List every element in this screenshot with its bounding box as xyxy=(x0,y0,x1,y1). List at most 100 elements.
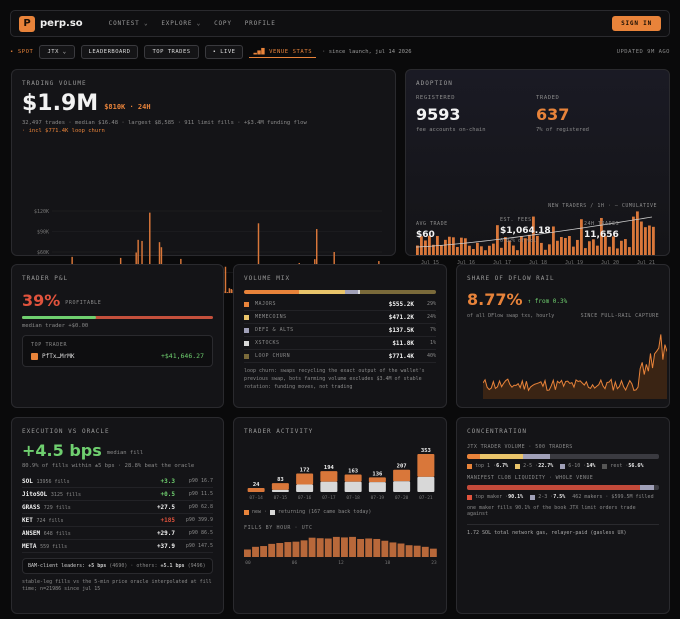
legend-item: 2-5 · 22.7% xyxy=(515,463,557,469)
new-traders-bar xyxy=(393,469,411,482)
legend-label: 6-10 · xyxy=(568,463,587,469)
nav-profile[interactable]: PROFILE xyxy=(244,20,276,27)
new-traders-bar xyxy=(648,225,651,255)
hour-bar xyxy=(300,540,308,557)
new-traders-bar xyxy=(460,237,463,255)
new-traders-bar xyxy=(468,245,471,255)
profitable-bar xyxy=(22,316,213,319)
mix-name: DEFI & ALTS xyxy=(255,327,294,333)
trader-activity-card: TRADER ACTIVITY 24 07-14 83 07-15 172 07-16 19… xyxy=(233,417,447,614)
mix-value: $471.2K xyxy=(388,313,414,321)
oracle-symbol-cell: SOL 13956 fills xyxy=(22,478,70,485)
x-tick-label: Jul 18 xyxy=(529,260,547,266)
new-traders-bar xyxy=(548,244,551,255)
new-traders-bar xyxy=(608,246,611,255)
nav-copy[interactable]: COPY xyxy=(214,20,232,27)
top-trader-box[interactable]: TOP TRADER PfTx…MrMK +$41,646.27 xyxy=(22,335,213,367)
new-traders-bar xyxy=(271,483,289,490)
dflow-line xyxy=(483,334,667,392)
main-nav: CONTEST ⌄ EXPLORE ⌄ COPY PROFILE xyxy=(109,20,276,27)
new-traders-bar xyxy=(632,216,635,255)
new-traders-bar xyxy=(488,245,491,255)
leaders-count: (4690) · others: xyxy=(106,563,161,569)
oracle-table: SOL 13956 fills +3.3 p90 16.7 JitoSOL 3125 … xyxy=(22,475,213,553)
hour-bar xyxy=(429,548,437,557)
dflow-delta: ↑ from 0.3% xyxy=(527,298,568,305)
sign-in-button[interactable]: SIGN IN xyxy=(612,16,661,31)
liq-note: one maker fills 90.1% of the book JTX li… xyxy=(467,505,636,517)
new-traders-bar xyxy=(560,237,563,255)
mix-row-label: MAJORS xyxy=(244,301,276,307)
new-traders-bar xyxy=(540,242,543,255)
hour-title: FILLS BY HOUR · UTC xyxy=(244,525,313,531)
dflow-chart xyxy=(483,334,667,399)
oracle-row: META 559 fills +37.9 p90 147.5 xyxy=(22,540,213,553)
legend-returning: returning (167 came back today) xyxy=(278,509,372,515)
oracle-p90: p90 399.9 xyxy=(185,517,213,523)
mix-segment xyxy=(244,290,300,294)
mix-value: $11.8K xyxy=(392,339,414,347)
returning-traders-bar xyxy=(320,481,338,492)
top-trader-label: TOP TRADER xyxy=(31,342,68,348)
new-traders-bar xyxy=(296,473,314,485)
new-traders-bar xyxy=(492,243,495,255)
oracle-row-bps: +0.5 xyxy=(160,490,175,498)
day-label: 07-19 xyxy=(371,495,385,501)
legend-value: 14% xyxy=(586,463,596,469)
others-count: (9496) xyxy=(184,563,206,569)
day-total-label: 172 xyxy=(300,467,310,473)
liq-legend: top maker · 90.1% 2-3 · 7.5% 462 makers · … xyxy=(467,494,659,500)
new-traders-bar xyxy=(496,225,499,255)
brand-logo[interactable]: P perp.so xyxy=(19,15,83,32)
hour-bar xyxy=(244,549,251,557)
day-label: 07-14 xyxy=(249,495,263,501)
live-tab[interactable]: • LIVE xyxy=(204,45,244,59)
oracle-symbol: KET xyxy=(22,516,33,524)
new-traders-bar xyxy=(640,221,643,255)
legend-value: 7.5% xyxy=(553,494,566,500)
new-traders-bar xyxy=(616,248,619,255)
day-total-label: 24 xyxy=(253,482,260,488)
legend-swatch xyxy=(560,463,566,469)
venue-stats-tab[interactable]: ▂▅█ VENUE STATS xyxy=(249,47,317,58)
oracle-fills: 648 fills xyxy=(43,530,71,537)
nav-contest[interactable]: CONTEST ⌄ xyxy=(108,20,149,27)
pnl-title: TRADER P&L xyxy=(22,275,69,282)
oracle-values: +3.3 p90 16.7 xyxy=(161,478,213,485)
new-traders-bar xyxy=(480,246,483,255)
activity-title: TRADER ACTIVITY xyxy=(244,428,314,435)
concentration-title: CONCENTRATION xyxy=(467,428,527,435)
new-traders-bar xyxy=(452,237,455,255)
hour-bar xyxy=(268,543,276,557)
since-launch-text: · since launch, jul 14 2026 xyxy=(322,49,412,55)
oracle-symbol-cell: META 559 fills xyxy=(22,543,67,550)
mix-swatch xyxy=(244,327,249,333)
new-traders-bar xyxy=(500,247,503,255)
legend-item: top maker · 90.1% xyxy=(467,494,527,500)
pnl-median: median trader +$0.00 xyxy=(22,323,89,329)
liquidity-bar xyxy=(467,485,659,490)
oracle-fills: 13956 fills xyxy=(36,478,70,485)
oracle-values: +29.7 p90 86.5 xyxy=(157,530,213,537)
day-total-label: 163 xyxy=(348,468,358,474)
registered-sub: fee accounts on-chain xyxy=(416,127,486,133)
nav-explore[interactable]: EXPLORE ⌄ xyxy=(161,20,202,27)
others-bps: +5.1 bps xyxy=(160,563,185,569)
leaderboard-tab[interactable]: LEADERBOARD xyxy=(80,45,139,59)
new-traders-bar xyxy=(420,236,423,255)
hour-bar xyxy=(365,538,373,557)
top-trades-tab[interactable]: TOP TRADES xyxy=(144,45,199,59)
traded-value: 637 xyxy=(536,105,570,124)
new-traders-bar xyxy=(592,239,595,255)
volume-churn: · incl $771.4K loop churn xyxy=(22,128,105,134)
hour-tick-label: 12 xyxy=(338,560,344,565)
mix-row-label: XSTOCKS xyxy=(244,340,280,346)
new-traders-bar xyxy=(448,236,451,255)
oracle-row: KET 724 fills +185 p90 399.9 xyxy=(22,514,213,527)
returning-traders-bar xyxy=(296,484,314,492)
legend-swatch xyxy=(515,463,521,469)
new-traders-bar xyxy=(636,211,639,255)
token-select[interactable]: JTX ⌄ xyxy=(39,45,75,59)
mix-row: DEFI & ALTS $137.5K 7% xyxy=(244,324,436,337)
day-total-label: 83 xyxy=(277,477,284,483)
